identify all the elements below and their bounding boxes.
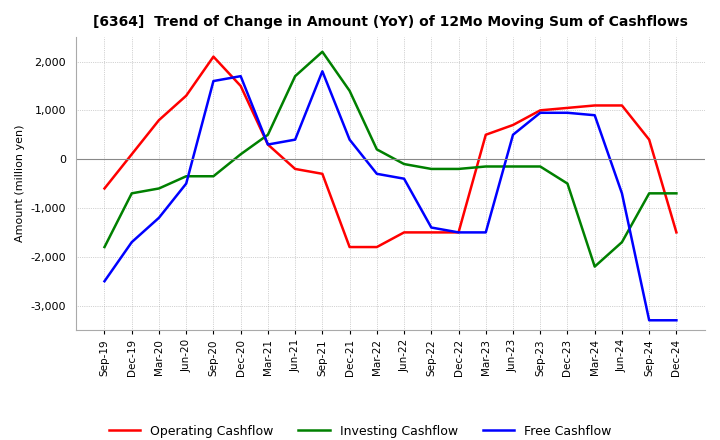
Investing Cashflow	[291, 73, 300, 79]
Investing Cashflow	[672, 191, 680, 196]
Free Cashflow	[618, 191, 626, 196]
Investing Cashflow	[155, 186, 163, 191]
Line: Operating Cashflow: Operating Cashflow	[104, 57, 676, 247]
Investing Cashflow	[454, 166, 463, 172]
Operating Cashflow	[400, 230, 408, 235]
Investing Cashflow	[563, 181, 572, 186]
Free Cashflow	[182, 181, 191, 186]
Operating Cashflow	[127, 152, 136, 157]
Free Cashflow	[209, 78, 217, 84]
Free Cashflow	[427, 225, 436, 230]
Operating Cashflow	[427, 230, 436, 235]
Free Cashflow	[563, 110, 572, 115]
Investing Cashflow	[264, 132, 272, 137]
Title: [6364]  Trend of Change in Amount (YoY) of 12Mo Moving Sum of Cashflows: [6364] Trend of Change in Amount (YoY) o…	[93, 15, 688, 29]
Operating Cashflow	[509, 122, 518, 128]
Investing Cashflow	[372, 147, 381, 152]
Free Cashflow	[318, 69, 327, 74]
Free Cashflow	[536, 110, 544, 115]
Operating Cashflow	[372, 244, 381, 249]
Free Cashflow	[346, 137, 354, 142]
Investing Cashflow	[536, 164, 544, 169]
Operating Cashflow	[672, 230, 680, 235]
Free Cashflow	[236, 73, 245, 79]
Line: Investing Cashflow: Investing Cashflow	[104, 52, 676, 267]
Investing Cashflow	[346, 88, 354, 93]
Free Cashflow	[291, 137, 300, 142]
Operating Cashflow	[645, 137, 654, 142]
Free Cashflow	[127, 239, 136, 245]
Investing Cashflow	[618, 239, 626, 245]
Free Cashflow	[264, 142, 272, 147]
Investing Cashflow	[427, 166, 436, 172]
Free Cashflow	[400, 176, 408, 181]
Y-axis label: Amount (million yen): Amount (million yen)	[15, 125, 25, 242]
Operating Cashflow	[454, 230, 463, 235]
Investing Cashflow	[645, 191, 654, 196]
Operating Cashflow	[236, 83, 245, 88]
Operating Cashflow	[291, 166, 300, 172]
Operating Cashflow	[482, 132, 490, 137]
Free Cashflow	[509, 132, 518, 137]
Free Cashflow	[100, 279, 109, 284]
Free Cashflow	[454, 230, 463, 235]
Operating Cashflow	[318, 171, 327, 176]
Investing Cashflow	[236, 152, 245, 157]
Line: Free Cashflow: Free Cashflow	[104, 71, 676, 320]
Investing Cashflow	[182, 174, 191, 179]
Free Cashflow	[155, 215, 163, 220]
Legend: Operating Cashflow, Investing Cashflow, Free Cashflow: Operating Cashflow, Investing Cashflow, …	[104, 420, 616, 440]
Investing Cashflow	[400, 161, 408, 167]
Free Cashflow	[645, 318, 654, 323]
Investing Cashflow	[509, 164, 518, 169]
Operating Cashflow	[182, 93, 191, 98]
Operating Cashflow	[209, 54, 217, 59]
Investing Cashflow	[590, 264, 599, 269]
Operating Cashflow	[563, 105, 572, 110]
Investing Cashflow	[209, 174, 217, 179]
Operating Cashflow	[100, 186, 109, 191]
Investing Cashflow	[482, 164, 490, 169]
Investing Cashflow	[127, 191, 136, 196]
Free Cashflow	[372, 171, 381, 176]
Investing Cashflow	[100, 244, 109, 249]
Operating Cashflow	[536, 108, 544, 113]
Operating Cashflow	[590, 103, 599, 108]
Free Cashflow	[672, 318, 680, 323]
Operating Cashflow	[155, 117, 163, 123]
Free Cashflow	[590, 113, 599, 118]
Investing Cashflow	[318, 49, 327, 55]
Operating Cashflow	[346, 244, 354, 249]
Free Cashflow	[482, 230, 490, 235]
Operating Cashflow	[264, 142, 272, 147]
Operating Cashflow	[618, 103, 626, 108]
